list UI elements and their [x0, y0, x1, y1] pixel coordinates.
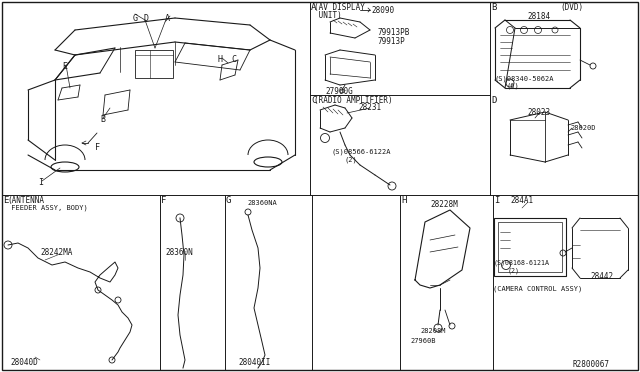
Text: B: B [491, 3, 497, 12]
Text: 27960B: 27960B [410, 338, 435, 344]
Text: 27900G: 27900G [325, 87, 353, 96]
Text: (2): (2) [345, 156, 358, 163]
Text: 79913P: 79913P [378, 37, 406, 46]
Text: 28184: 28184 [527, 12, 550, 21]
Text: F: F [161, 196, 166, 205]
Text: (2): (2) [508, 268, 520, 275]
Text: F: F [95, 143, 100, 152]
Text: B: B [100, 115, 105, 124]
Text: R2800067: R2800067 [573, 360, 610, 369]
Text: 28360NA: 28360NA [247, 200, 276, 206]
Text: 284A1: 284A1 [510, 196, 533, 205]
Text: D: D [143, 14, 148, 23]
Text: (S)08340-5062A: (S)08340-5062A [495, 75, 554, 81]
Text: 28040II: 28040II [238, 358, 270, 367]
Text: 28090: 28090 [371, 6, 394, 15]
Text: 79913PB: 79913PB [378, 28, 410, 37]
Text: 28208M: 28208M [420, 328, 445, 334]
Text: A: A [311, 3, 316, 12]
Text: 28023: 28023 [527, 108, 550, 117]
Text: C: C [231, 55, 236, 64]
Text: (ANTENNA: (ANTENNA [7, 196, 44, 205]
Text: G: G [133, 14, 138, 23]
Bar [135, 50, 173, 78]
Text: A: A [165, 14, 170, 23]
Text: G: G [226, 196, 232, 205]
Text: FEEDER ASSY, BODY): FEEDER ASSY, BODY) [7, 204, 88, 211]
Text: (CAMERA CONTROL ASSY): (CAMERA CONTROL ASSY) [493, 285, 582, 292]
Text: E: E [3, 196, 8, 205]
Text: (RADIO AMPLIFIER): (RADIO AMPLIFIER) [314, 96, 392, 105]
Text: H: H [401, 196, 406, 205]
Text: 28242MA: 28242MA [40, 248, 72, 257]
Text: UNIT): UNIT) [314, 11, 342, 20]
Text: (S)08566-6122A: (S)08566-6122A [332, 148, 392, 154]
Text: D: D [491, 96, 497, 105]
Text: C: C [311, 96, 316, 105]
Text: (DVD): (DVD) [560, 3, 583, 12]
Text: 28040D: 28040D [10, 358, 38, 367]
Text: 28231: 28231 [358, 103, 381, 112]
Text: 28228M: 28228M [430, 200, 458, 209]
Text: I: I [494, 196, 499, 205]
Text: E: E [62, 62, 67, 71]
Text: H: H [218, 55, 223, 64]
Text: 28360N: 28360N [165, 248, 193, 257]
Bar [494, 218, 566, 276]
Text: (6): (6) [507, 82, 520, 89]
Text: (S)08168-6121A: (S)08168-6121A [494, 260, 550, 266]
Text: 28020D: 28020D [570, 125, 595, 131]
Bar [498, 222, 562, 272]
Text: 28442: 28442 [590, 272, 613, 281]
Text: I: I [38, 178, 43, 187]
Text: (AV DISPLAY: (AV DISPLAY [314, 3, 365, 12]
